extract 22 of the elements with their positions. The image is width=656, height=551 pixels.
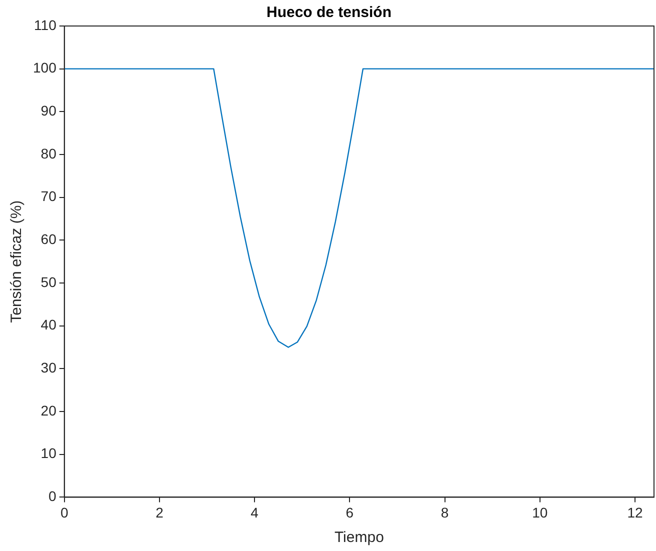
y-tick-label: 70 xyxy=(40,188,57,204)
y-tick-label: 20 xyxy=(40,402,57,418)
x-axis-title: Tiempo xyxy=(334,529,384,546)
y-tick-label: 80 xyxy=(40,145,57,162)
y-tick-label: 0 xyxy=(48,488,57,504)
x-tick-label: 6 xyxy=(346,504,354,520)
y-tick-label: 100 xyxy=(33,60,57,76)
y-tick-label: 30 xyxy=(40,360,57,376)
y-tick-label: 40 xyxy=(40,316,57,333)
x-tick-label: 12 xyxy=(627,504,643,520)
x-tick-label: 0 xyxy=(60,504,68,520)
y-tick-label: 60 xyxy=(40,231,57,248)
y-tick-label: 50 xyxy=(40,274,57,290)
x-tick-label: 8 xyxy=(440,504,449,520)
y-tick-label: 110 xyxy=(34,16,57,33)
y-axis-title: Tensión eficaz (%) xyxy=(8,200,26,323)
x-tick-label: 4 xyxy=(250,504,259,520)
chart-title: Hueco de tensión xyxy=(266,4,392,22)
y-tick-label: 90 xyxy=(40,102,57,119)
x-tick-label: 2 xyxy=(156,504,164,520)
y-tick-label: 10 xyxy=(40,445,57,462)
x-tick-label: 10 xyxy=(532,504,548,520)
